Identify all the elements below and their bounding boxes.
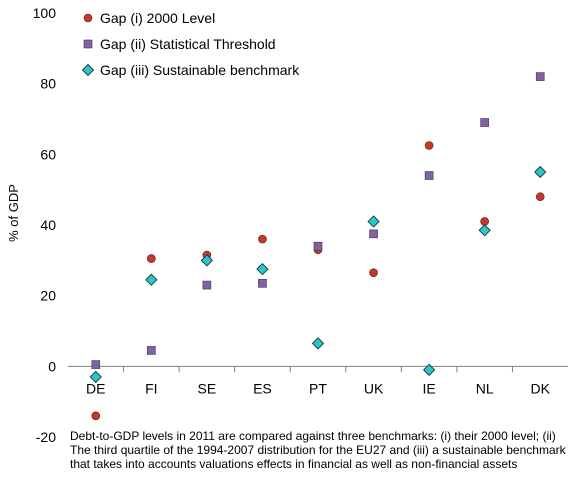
- point-diamond: [478, 224, 491, 237]
- x-tick-label: UK: [364, 380, 384, 396]
- y-tick-label: 20: [40, 288, 56, 304]
- point-circle: [535, 192, 545, 202]
- y-tick-label: 100: [33, 5, 57, 21]
- point-diamond: [200, 254, 214, 267]
- point-square: [258, 278, 267, 288]
- point-square: [91, 360, 101, 369]
- legend-entry: Gap (ii) Statistical Threshold: [100, 36, 276, 52]
- x-tick-label: PT: [309, 380, 327, 396]
- y-tick-label: 60: [40, 146, 56, 162]
- chart-caption: Debt-to-GDP levels in 2011 are compared …: [70, 429, 566, 471]
- x-tick-label: DE: [86, 380, 105, 396]
- axes: -20 0 20 40 60 80 100 DE FI SE ES PT UK IE NL DK: [33, 5, 568, 445]
- legend-entry: Gap (i) 2000 Level: [100, 10, 215, 26]
- data-marks: [89, 72, 547, 421]
- legend-marker: [81, 63, 95, 77]
- y-tick-label: 0: [48, 358, 56, 374]
- point-square: [369, 229, 378, 239]
- point-diamond: [89, 370, 102, 384]
- point-circle: [424, 141, 434, 150]
- y-tick-label: 80: [40, 76, 56, 92]
- y-tick-label: 40: [40, 217, 56, 233]
- point-diamond: [256, 263, 269, 276]
- x-tick-label: SE: [198, 380, 217, 396]
- legend-marker: [83, 39, 93, 49]
- x-tick-label: IE: [422, 380, 435, 396]
- point-diamond: [145, 273, 158, 286]
- point-diamond: [422, 363, 436, 377]
- legend-marker: [83, 13, 93, 23]
- y-tick-label: -20: [36, 429, 56, 445]
- point-diamond: [367, 215, 380, 228]
- point-square: [480, 118, 489, 127]
- y-axis-label: % of GDP: [6, 184, 21, 242]
- point-circle: [369, 268, 378, 278]
- point-circle: [147, 254, 156, 263]
- point-square: [424, 171, 434, 180]
- x-tick-label: ES: [253, 380, 272, 396]
- point-diamond: [534, 165, 547, 179]
- x-tick-label: NL: [476, 380, 494, 396]
- point-square: [202, 280, 212, 290]
- point-square: [535, 72, 545, 81]
- legend-entry: Gap (iii) Sustainable benchmark: [100, 62, 300, 78]
- x-tick-label: FI: [145, 380, 157, 396]
- point-square: [147, 346, 156, 355]
- point-circle: [258, 234, 267, 244]
- point-diamond: [311, 337, 325, 350]
- x-tick-label: DK: [530, 380, 550, 396]
- point-square: [313, 241, 323, 251]
- point-circle: [91, 411, 101, 421]
- legend: Gap (i) 2000 Level Gap (ii) Statistical T…: [81, 10, 300, 78]
